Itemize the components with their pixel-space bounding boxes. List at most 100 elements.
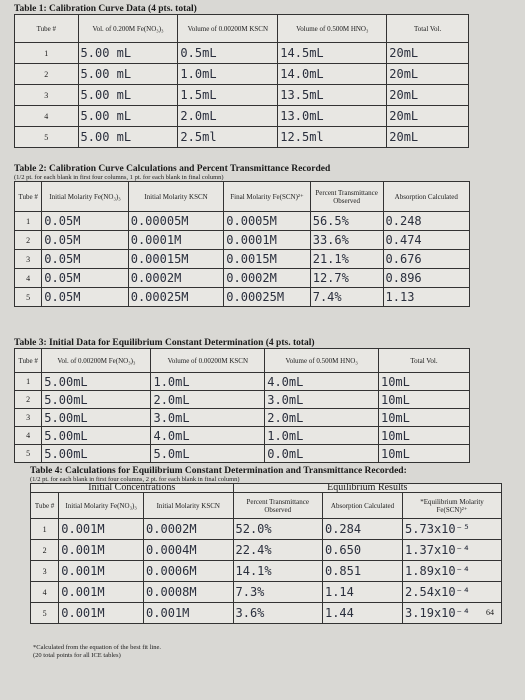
handwritten-entry: 2.0mL xyxy=(150,390,266,409)
handwritten-entry: 0.05M xyxy=(41,268,129,288)
table: Tube # Vol. of 0.200M Fe(NO₃)₃ Volume of 0… xyxy=(14,14,469,148)
handwritten-entry: 20mL xyxy=(386,84,469,106)
handwritten-entry: 14.0mL xyxy=(277,63,388,85)
handwritten-entry: 0.0002M xyxy=(127,268,225,288)
handwritten-entry: 3.0mL xyxy=(150,408,266,427)
handwritten-entry: 5.0mL xyxy=(150,444,266,463)
handwritten-entry: 10mL xyxy=(377,390,471,409)
handwritten-entry: 5.73x10⁻⁵ xyxy=(402,518,502,540)
tube-number: 2 xyxy=(13,390,43,409)
handwritten-entry: 5.00 mL xyxy=(77,42,179,64)
handwritten-entry: 0.0015M xyxy=(223,249,311,269)
table-row: 2 0.001M 0.0004M 22.4% 0.650 1.37x10⁻⁴ xyxy=(29,539,502,561)
handwritten-entry: 13.0mL xyxy=(277,105,388,127)
column-header: Initial Molarity KSCN xyxy=(143,492,234,519)
handwritten-entry: 0.001M xyxy=(58,518,145,540)
handwritten-entry: 3.6% xyxy=(232,602,323,624)
handwritten-entry: 1.37x10⁻⁴ xyxy=(402,539,502,561)
handwritten-entry: 1.0mL xyxy=(177,63,279,85)
handwritten-entry: 1.44 xyxy=(321,602,404,624)
handwritten-entry: 5.00mL xyxy=(41,444,152,463)
table-row: 4 0.001M 0.0008M 7.3% 1.14 2.54x10⁻⁴ xyxy=(29,581,502,603)
handwritten-entry: 33.6% xyxy=(309,230,384,250)
handwritten-entry: 13.5mL xyxy=(277,84,388,106)
column-header: Tube # xyxy=(13,348,43,373)
handwritten-entry: 0.474 xyxy=(382,230,471,250)
handwritten-entry: 10mL xyxy=(377,444,471,463)
table-row: 2 5.00 mL 1.0mL 14.0mL 20mL xyxy=(14,63,469,85)
tube-number: 4 xyxy=(13,268,43,288)
table-title: Table 3: Initial Data for Equilibrium Co… xyxy=(14,338,315,348)
column-header: Volume of 0.500M HNO₃ xyxy=(277,14,388,43)
tube-number: 2 xyxy=(14,63,79,85)
handwritten-entry: 0.0004M xyxy=(143,539,234,561)
handwritten-entry: 2.0mL xyxy=(264,408,379,427)
group-header: Equilibrium Results xyxy=(232,483,502,493)
handwritten-entry: 10mL xyxy=(377,372,471,391)
handwritten-entry: 0.001M xyxy=(143,602,234,624)
table-block: Table 1: Calibration Curve Data (4 pts. … xyxy=(14,4,469,148)
column-header: Volume of 0.00200M KSCN xyxy=(177,14,279,43)
handwritten-entry: 0.896 xyxy=(382,268,471,288)
column-header: Tube # xyxy=(29,492,60,519)
tube-number: 1 xyxy=(14,42,79,64)
table-block: Table 4: Calculations for Equilibrium Co… xyxy=(29,466,502,624)
handwritten-entry: 0.05M xyxy=(41,287,129,307)
handwritten-entry: 0.00025M xyxy=(127,287,225,307)
tube-number: 2 xyxy=(13,230,43,250)
table-row: 1 5.00mL 1.0mL 4.0mL 10mL xyxy=(13,372,471,391)
handwritten-entry: 0.00005M xyxy=(127,211,225,231)
table-title: Table 2: Calibration Curve Calculations … xyxy=(14,164,331,174)
header-row: Tube # Initial Molarity Fe(NO₃)₃ Initial M… xyxy=(13,181,471,212)
table-row: 3 0.001M 0.0006M 14.1% 0.851 1.89x10⁻⁴ xyxy=(29,560,502,582)
handwritten-entry: 2.5ml xyxy=(177,126,279,148)
handwritten-entry: 0.05M xyxy=(41,211,129,231)
page-number: 64 xyxy=(486,608,494,617)
handwritten-entry: 5.00mL xyxy=(41,390,152,409)
handwritten-entry: 5.00 mL xyxy=(77,84,179,106)
handwritten-entry: 14.5mL xyxy=(277,42,388,64)
handwritten-entry: 5.00 mL xyxy=(77,105,179,127)
table-note: (1/2 pt. for each blank in first four co… xyxy=(30,476,240,483)
table-row: 4 5.00mL 4.0mL 1.0mL 10mL xyxy=(13,426,471,445)
handwritten-entry: 52.0% xyxy=(232,518,323,540)
table-block: Table 3: Initial Data for Equilibrium Co… xyxy=(13,338,471,463)
handwritten-entry: 0.0008M xyxy=(143,581,234,603)
handwritten-entry: 1.89x10⁻⁴ xyxy=(402,560,502,582)
handwritten-entry: 5.00 mL xyxy=(77,63,179,85)
handwritten-entry: 7.4% xyxy=(309,287,384,307)
handwritten-entry: 21.1% xyxy=(309,249,384,269)
handwritten-entry: 0.0mL xyxy=(264,444,379,463)
handwritten-entry: 0.0002M xyxy=(143,518,234,540)
tube-number: 3 xyxy=(13,408,43,427)
column-header: Volume of 0.500M HNO₃ xyxy=(264,348,379,373)
table-row: 3 5.00 mL 1.5mL 13.5mL 20mL xyxy=(14,84,469,106)
handwritten-entry: 10mL xyxy=(377,426,471,445)
handwritten-entry: 20mL xyxy=(386,63,469,85)
column-header: Initial Molarity Fe(NO₃)₃ xyxy=(58,492,145,519)
handwritten-entry: 56.5% xyxy=(309,211,384,231)
tube-number: 1 xyxy=(29,518,60,540)
table-row: 5 0.05M 0.00025M 0.00025M 7.4% 1.13 xyxy=(13,287,471,307)
tube-number: 4 xyxy=(29,581,60,603)
handwritten-entry: 0.001M xyxy=(58,539,145,561)
handwritten-entry: 12.5ml xyxy=(277,126,388,148)
column-header: Absorption Calculated xyxy=(382,181,471,212)
table-title: Table 4: Calculations for Equilibrium Co… xyxy=(30,466,407,476)
table-title: Table 1: Calibration Curve Data (4 pts. … xyxy=(14,4,197,14)
tube-number: 3 xyxy=(14,84,79,106)
handwritten-entry: 0.851 xyxy=(321,560,404,582)
handwritten-entry: 5.00 mL xyxy=(77,126,179,148)
footnote: (20 total points for all ICE tables) xyxy=(33,652,121,659)
handwritten-entry: 14.1% xyxy=(232,560,323,582)
handwritten-entry: 0.0001M xyxy=(223,230,311,250)
handwritten-entry: 2.0mL xyxy=(177,105,279,127)
column-header: Total Vol. xyxy=(377,348,471,373)
handwritten-entry: 0.05M xyxy=(41,249,129,269)
handwritten-entry: 0.284 xyxy=(321,518,404,540)
handwritten-entry: 7.3% xyxy=(232,581,323,603)
tube-number: 4 xyxy=(13,426,43,445)
handwritten-entry: 5.00mL xyxy=(41,426,152,445)
column-header: Vol. of 0.200M Fe(NO₃)₃ xyxy=(77,14,179,43)
